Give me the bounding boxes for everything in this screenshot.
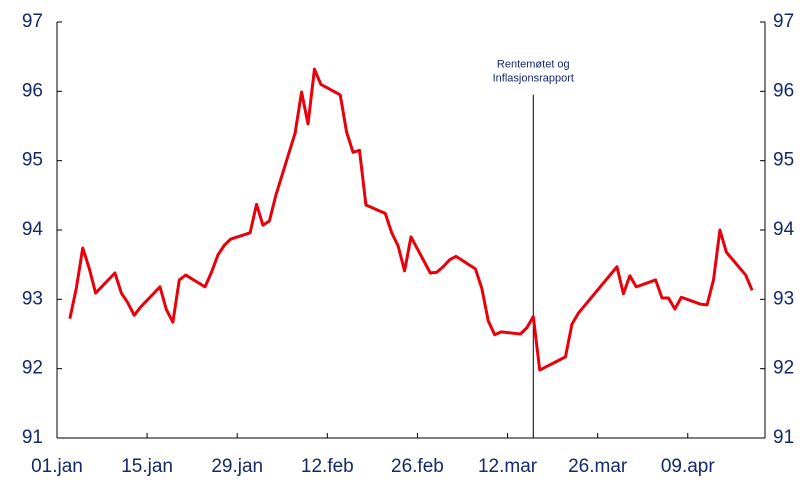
- x-tick-label: 26.mar: [568, 456, 628, 477]
- x-tick-label: 09.apr: [661, 456, 716, 477]
- y-tick-label: 94: [22, 219, 44, 240]
- y-tick-label: 92: [22, 358, 43, 379]
- y-tick-label: 96: [22, 80, 43, 101]
- x-tick-label: 15.jan: [121, 456, 173, 477]
- x-tick-label: 26.feb: [391, 456, 444, 477]
- y2-tick-label: 95: [773, 150, 794, 171]
- x-tick-label: 12.feb: [301, 456, 354, 477]
- y2-tick-label: 92: [773, 358, 794, 379]
- x-tick-label: 01.jan: [31, 456, 83, 477]
- y2-tick-label: 94: [773, 219, 795, 240]
- annotation: Rentemøtet og: [497, 59, 570, 71]
- y-tick-label: 95: [22, 150, 43, 171]
- series-line: [68, 67, 754, 372]
- x-tick-label: 29.jan: [211, 456, 263, 477]
- y2-tick-label: 97: [773, 11, 794, 32]
- annotation: Inflasjonsrapport: [493, 73, 574, 85]
- y-tick-label: 91: [22, 427, 43, 448]
- x-tick-label: 12.mar: [478, 456, 538, 477]
- y2-tick-label: 91: [773, 427, 794, 448]
- y2-tick-label: 93: [773, 288, 794, 309]
- y-tick-label: 97: [22, 11, 43, 32]
- y-tick-label: 93: [22, 288, 43, 309]
- y2-tick-label: 96: [773, 80, 794, 101]
